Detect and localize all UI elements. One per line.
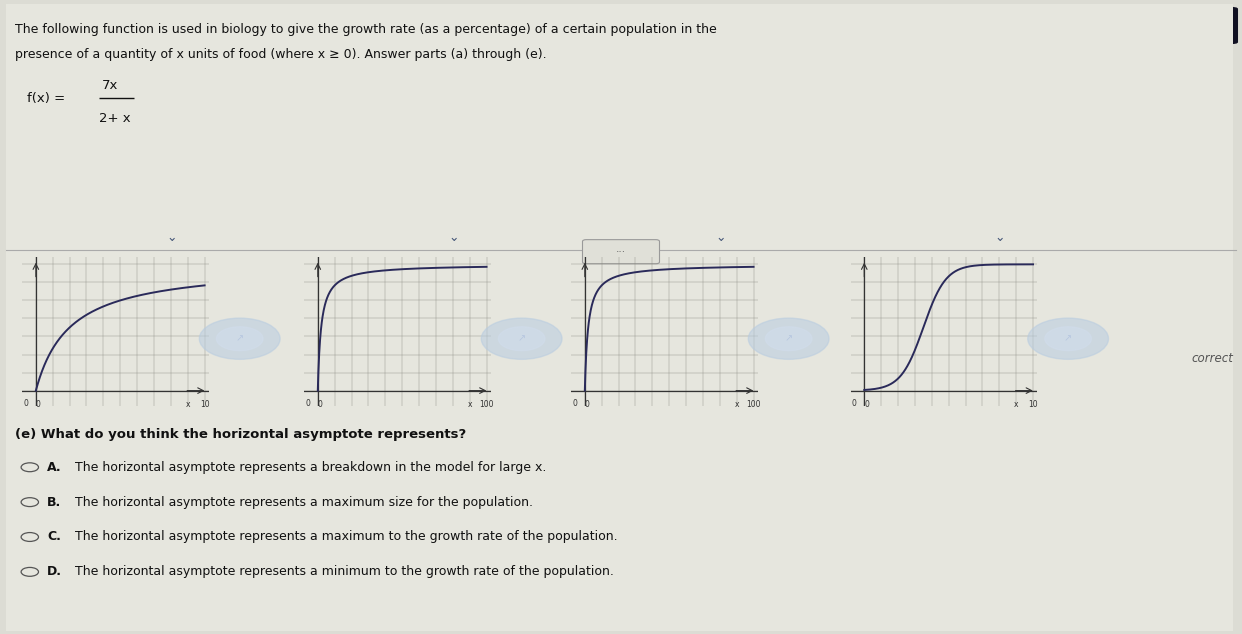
Text: f(x) =: f(x) = — [27, 92, 66, 105]
Text: ↗: ↗ — [518, 333, 525, 344]
Text: D.: D. — [47, 566, 62, 578]
FancyBboxPatch shape — [1143, 7, 1238, 44]
Text: x: x — [185, 401, 190, 410]
Text: 10: 10 — [1028, 399, 1038, 409]
Text: 0: 0 — [573, 399, 578, 408]
Text: ↗: ↗ — [1064, 333, 1072, 344]
Text: 2+ x: 2+ x — [99, 112, 130, 126]
Text: The following function is used in biology to give the growth rate (as a percenta: The following function is used in biolog… — [15, 23, 717, 37]
Text: A.: A. — [47, 461, 62, 474]
Text: ⌄: ⌄ — [166, 231, 176, 244]
Text: 0: 0 — [585, 401, 590, 410]
Text: 100: 100 — [479, 399, 494, 409]
Text: ↗: ↗ — [236, 333, 243, 344]
Text: The horizontal asymptote represents a maximum to the growth rate of the populati: The horizontal asymptote represents a ma… — [75, 531, 617, 543]
Text: 0: 0 — [864, 401, 869, 410]
Text: presence of a quantity of x units of food (where x ≥ 0). Answer parts (a) throug: presence of a quantity of x units of foo… — [15, 48, 546, 61]
Text: x: x — [734, 401, 739, 410]
Text: (e) What do you think the horizontal asymptote represents?: (e) What do you think the horizontal asy… — [15, 428, 466, 441]
Text: 0: 0 — [24, 399, 29, 408]
Text: ↗: ↗ — [785, 333, 792, 344]
Text: correct: correct — [1191, 352, 1233, 365]
Text: ⌄: ⌄ — [448, 231, 458, 244]
Text: x: x — [1013, 401, 1018, 410]
Text: ⌄: ⌄ — [715, 231, 725, 244]
Text: 0: 0 — [36, 401, 41, 410]
Text: 10: 10 — [200, 399, 210, 409]
Text: The horizontal asymptote represents a minimum to the growth rate of the populati: The horizontal asymptote represents a mi… — [75, 566, 614, 578]
Text: 0: 0 — [852, 399, 857, 408]
Text: C.: C. — [47, 531, 61, 543]
Text: ···: ··· — [616, 247, 626, 257]
Text: ⌄: ⌄ — [995, 231, 1005, 244]
FancyBboxPatch shape — [582, 240, 660, 264]
Text: The horizontal asymptote represents a breakdown in the model for large x.: The horizontal asymptote represents a br… — [75, 461, 546, 474]
Text: x: x — [467, 401, 472, 410]
Text: The horizontal asymptote represents a maximum size for the population.: The horizontal asymptote represents a ma… — [75, 496, 533, 508]
Text: 100: 100 — [746, 399, 761, 409]
Text: 0: 0 — [306, 399, 310, 408]
Text: 0: 0 — [318, 401, 323, 410]
FancyBboxPatch shape — [6, 4, 1233, 631]
Text: B.: B. — [47, 496, 61, 508]
Text: 7x: 7x — [102, 79, 118, 92]
